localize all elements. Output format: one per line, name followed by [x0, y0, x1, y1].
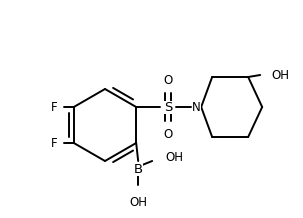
Text: F: F [51, 136, 58, 150]
Text: O: O [164, 128, 173, 140]
Text: B: B [134, 162, 143, 175]
Text: OH: OH [271, 68, 289, 82]
Text: F: F [51, 100, 58, 114]
Text: S: S [164, 100, 172, 114]
Text: OH: OH [165, 150, 183, 164]
Text: N: N [192, 100, 201, 114]
Text: OH: OH [129, 196, 147, 209]
Text: O: O [164, 73, 173, 87]
